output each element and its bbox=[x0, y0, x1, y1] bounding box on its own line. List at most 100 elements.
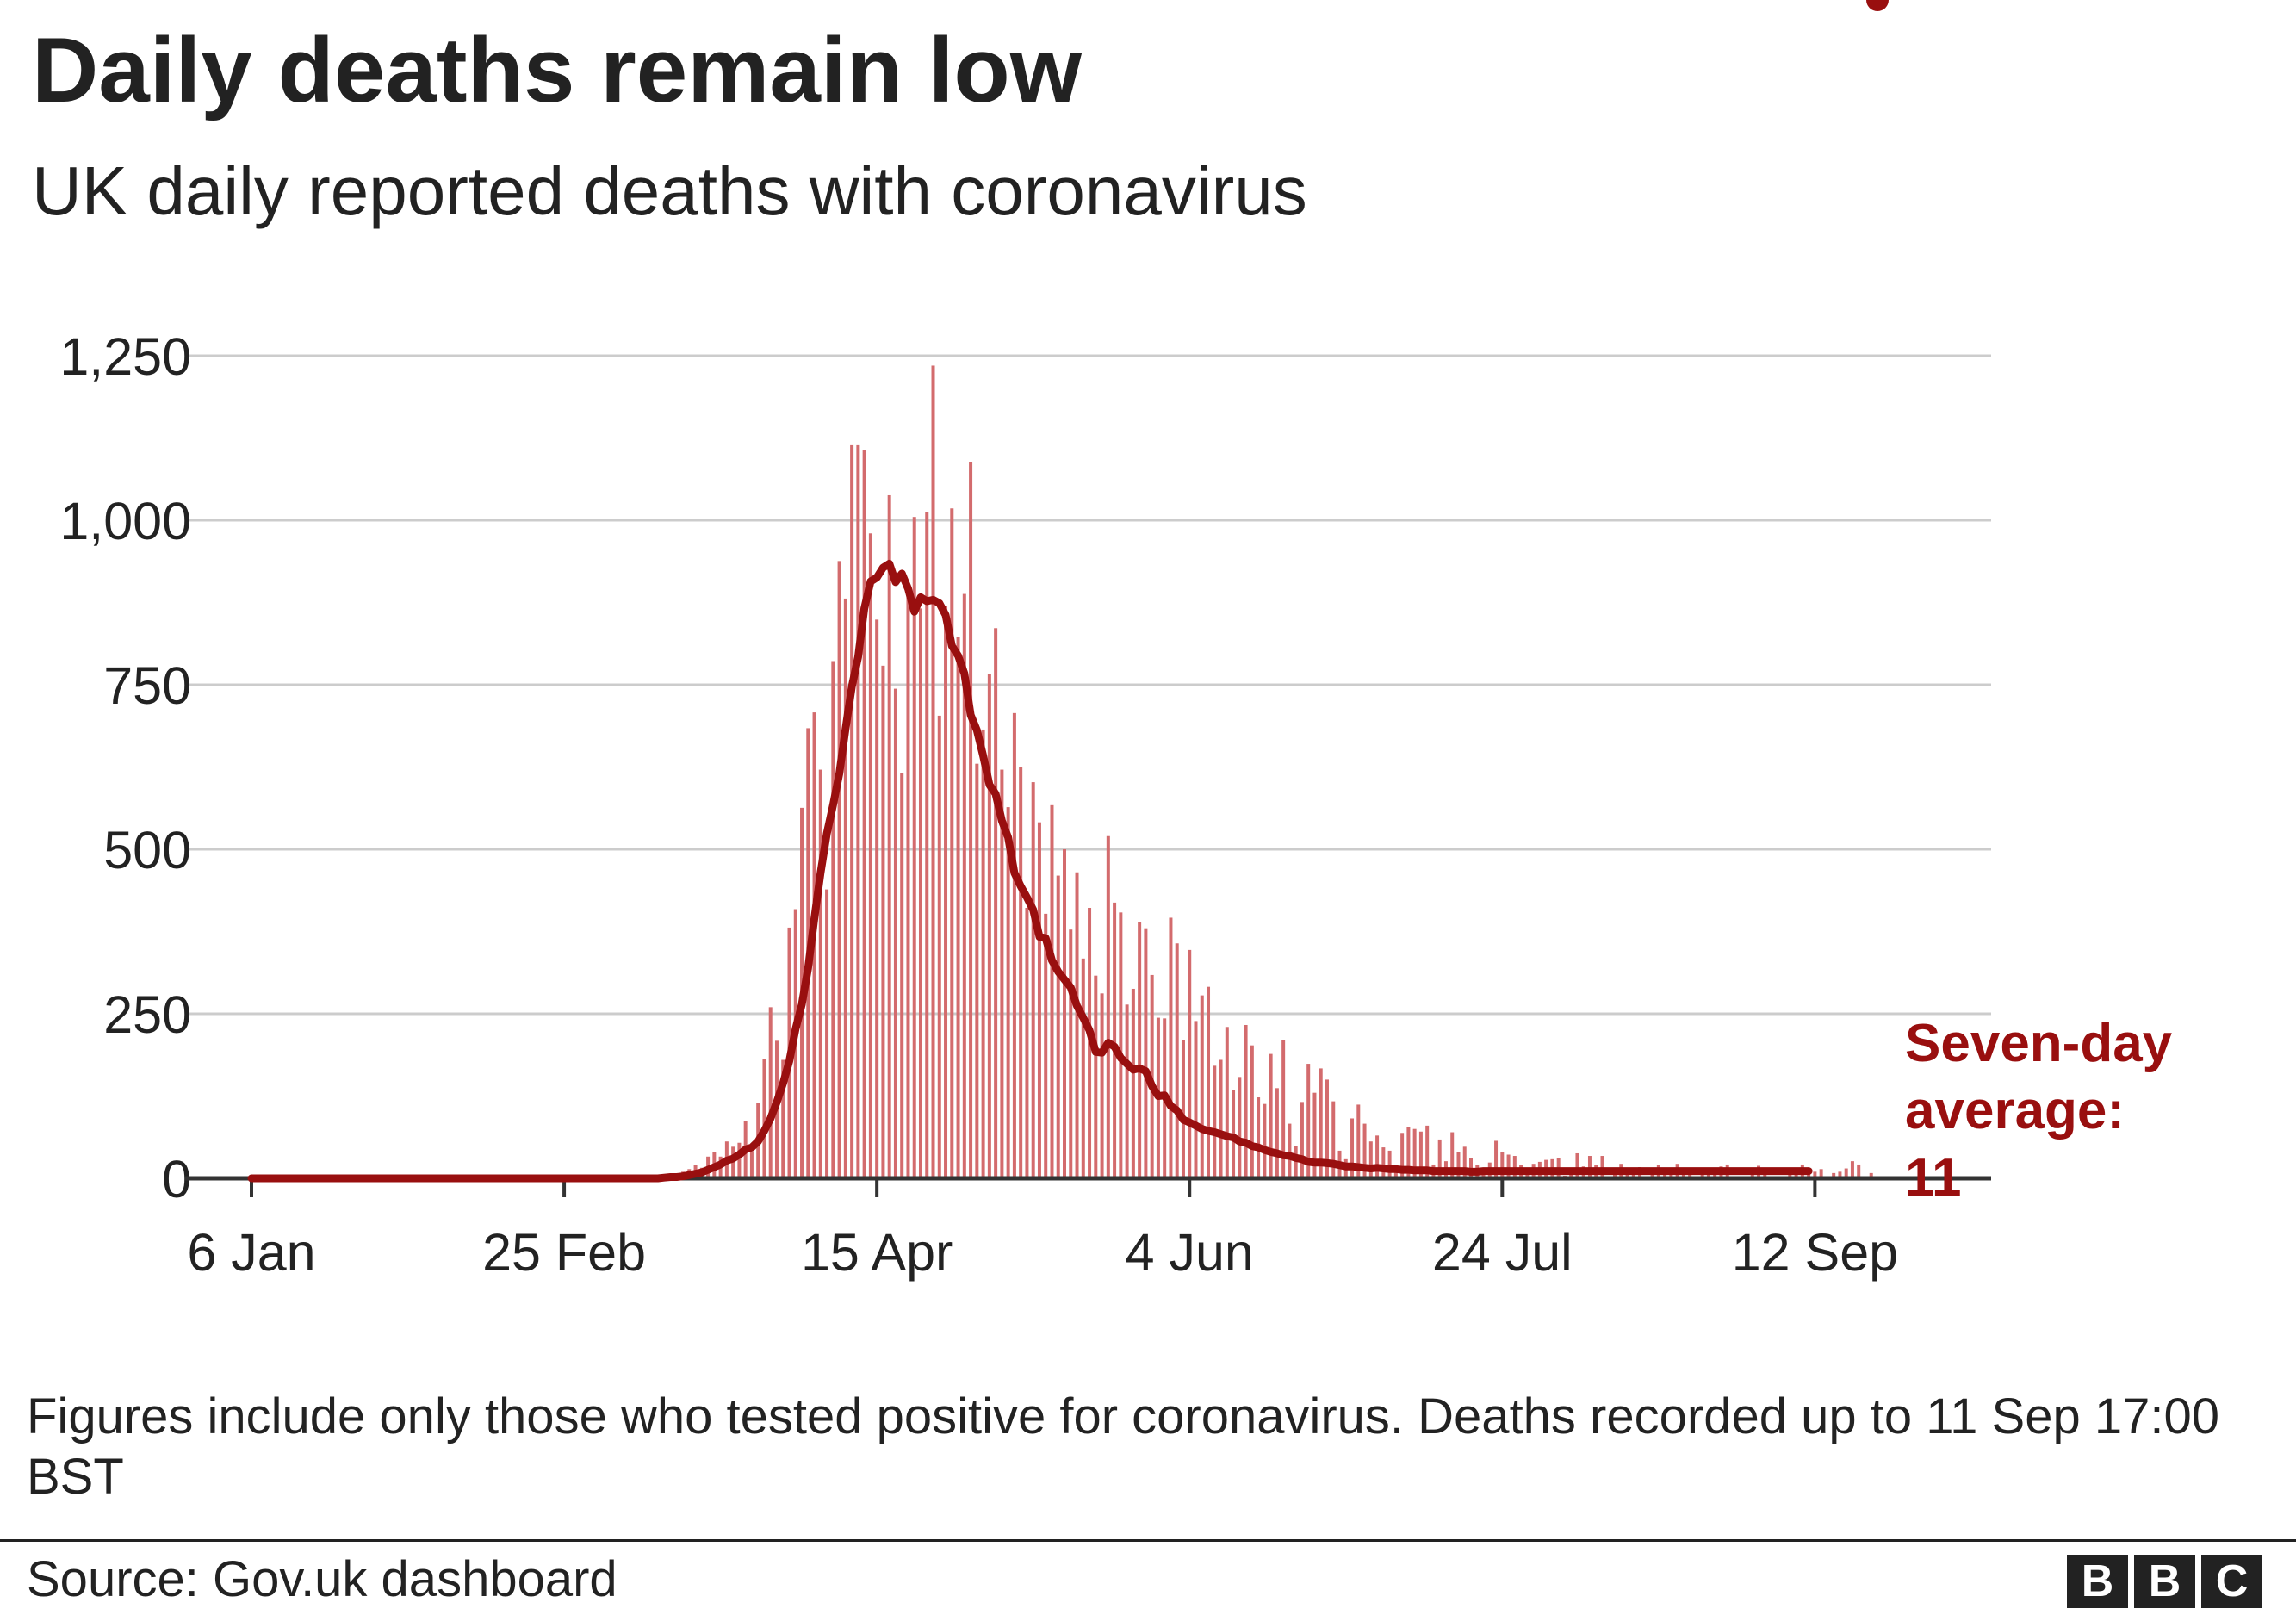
daily-deaths-bar bbox=[1025, 907, 1029, 1178]
daily-death-bars bbox=[649, 365, 1879, 1179]
source-text: Source: Gov.uk dashboard bbox=[27, 1551, 617, 1607]
daily-deaths-bar bbox=[1075, 872, 1079, 1178]
daily-deaths-bar bbox=[956, 637, 960, 1178]
daily-deaths-bar bbox=[1306, 1064, 1311, 1178]
daily-deaths-bar bbox=[950, 508, 954, 1178]
daily-deaths-bar bbox=[887, 494, 891, 1178]
daily-deaths-bar bbox=[1006, 807, 1010, 1178]
daily-deaths-bar bbox=[1288, 1123, 1292, 1178]
daily-deaths-bar bbox=[1275, 1088, 1279, 1178]
daily-deaths-bar bbox=[1819, 1169, 1823, 1178]
page-title: Daily deaths remain low bbox=[32, 18, 1083, 121]
daily-deaths-bar bbox=[850, 444, 854, 1178]
daily-deaths-bar bbox=[1425, 1125, 1430, 1178]
daily-deaths-bar bbox=[1794, 1172, 1798, 1178]
annotation-line-1: Seven-day bbox=[1905, 1014, 2173, 1073]
daily-deaths-bar bbox=[843, 598, 847, 1178]
daily-deaths-bar bbox=[856, 444, 860, 1178]
daily-deaths-bar bbox=[925, 512, 929, 1178]
daily-deaths-bar bbox=[1587, 1156, 1592, 1178]
daily-deaths-bar bbox=[1281, 1040, 1286, 1178]
daily-deaths-bar bbox=[1494, 1140, 1499, 1178]
daily-deaths-bar bbox=[1506, 1154, 1511, 1178]
daily-deaths-bar bbox=[1857, 1164, 1861, 1178]
daily-deaths-bar bbox=[1362, 1123, 1367, 1178]
daily-deaths-bar bbox=[1056, 875, 1060, 1178]
daily-deaths-bar bbox=[1869, 1172, 1873, 1178]
daily-deaths-bar bbox=[975, 763, 979, 1178]
daily-deaths-bar bbox=[1650, 1172, 1654, 1178]
daily-deaths-bar bbox=[912, 517, 916, 1178]
daily-deaths-bar bbox=[1069, 929, 1073, 1178]
daily-deaths-bar bbox=[1569, 1171, 1573, 1178]
y-tick-label: 500 bbox=[103, 821, 191, 879]
daily-deaths-bar bbox=[981, 729, 985, 1178]
y-tick-label: 1,250 bbox=[59, 327, 191, 386]
daily-deaths-bar bbox=[1213, 1065, 1217, 1178]
seven-day-average bbox=[247, 0, 1889, 1183]
daily-deaths-bar bbox=[1113, 902, 1117, 1178]
x-tick-label: 12 Sep bbox=[1732, 1223, 1898, 1282]
daily-deaths-bar bbox=[900, 773, 904, 1178]
daily-deaths-bar bbox=[1512, 1156, 1517, 1178]
x-tick-label: 15 Apr bbox=[801, 1223, 953, 1282]
daily-deaths-bar bbox=[1381, 1147, 1386, 1178]
daily-deaths-bar bbox=[868, 533, 872, 1178]
daily-deaths-bar bbox=[1450, 1132, 1455, 1178]
x-axis-tick-labels: 6 Jan 25 Feb 15 Apr 4 Jun 24 Jul 12 Sep bbox=[187, 1223, 1898, 1282]
bbc-logo-letter: C bbox=[2201, 1555, 2262, 1608]
daily-deaths-bar bbox=[1319, 1068, 1323, 1178]
x-tick-label: 4 Jun bbox=[1126, 1223, 1254, 1282]
daily-deaths-bar bbox=[818, 769, 822, 1178]
daily-deaths-bar bbox=[1807, 1172, 1811, 1178]
daily-deaths-bar bbox=[1019, 767, 1023, 1178]
y-tick-label: 1,000 bbox=[59, 492, 191, 550]
daily-deaths-bar bbox=[1144, 928, 1148, 1178]
daily-deaths-bar bbox=[1094, 975, 1098, 1178]
daily-deaths-bar bbox=[1350, 1118, 1355, 1178]
daily-deaths-bar bbox=[737, 1142, 742, 1178]
annotation-value: 11 bbox=[1905, 1148, 1962, 1208]
daily-deaths-bar bbox=[1418, 1131, 1423, 1178]
daily-deaths-bar bbox=[1462, 1146, 1467, 1178]
x-tick-label: 24 Jul bbox=[1432, 1223, 1573, 1282]
daily-deaths-bar bbox=[1688, 1172, 1692, 1178]
daily-deaths-bar bbox=[1037, 822, 1041, 1178]
daily-deaths-bar bbox=[1387, 1150, 1392, 1178]
seven-day-average-endpoint bbox=[1866, 0, 1889, 11]
daily-deaths-bar bbox=[1138, 922, 1142, 1178]
daily-deaths-bar bbox=[1250, 1045, 1254, 1178]
daily-deaths-bar bbox=[1207, 986, 1211, 1178]
daily-deaths-bar bbox=[1257, 1097, 1261, 1178]
bbc-logo-letter: B bbox=[2067, 1555, 2128, 1608]
daily-deaths-bar bbox=[1244, 1024, 1248, 1178]
daily-deaths-bar bbox=[1356, 1104, 1361, 1178]
daily-deaths-bar bbox=[1406, 1127, 1411, 1178]
daily-deaths-bar bbox=[1437, 1139, 1442, 1178]
daily-deaths-bar bbox=[1368, 1141, 1373, 1178]
x-tick-label: 25 Feb bbox=[482, 1223, 646, 1282]
daily-deaths-bar bbox=[1575, 1152, 1579, 1178]
daily-deaths-bar bbox=[906, 593, 910, 1178]
daily-deaths-bar bbox=[1000, 769, 1004, 1178]
daily-deaths-bar bbox=[1300, 1102, 1304, 1178]
bbc-logo-letter: B bbox=[2134, 1555, 2195, 1608]
daily-deaths-bar bbox=[893, 688, 897, 1178]
daily-deaths-bar bbox=[1194, 1021, 1198, 1178]
daily-deaths-bar bbox=[781, 1059, 785, 1178]
daily-deaths-bar bbox=[1838, 1171, 1842, 1178]
y-tick-label: 250 bbox=[103, 985, 191, 1044]
daily-deaths-bar bbox=[1263, 1103, 1267, 1178]
daily-deaths-bar bbox=[1331, 1101, 1336, 1178]
daily-deaths-bar bbox=[1050, 804, 1054, 1178]
daily-deaths-bar bbox=[1131, 988, 1135, 1178]
page-subtitle: UK daily reported deaths with coronaviru… bbox=[32, 152, 1307, 229]
daily-deaths-bar bbox=[768, 1007, 773, 1178]
daily-deaths-bar bbox=[962, 593, 966, 1178]
daily-deaths-bar bbox=[1844, 1168, 1848, 1178]
daily-deaths-bar bbox=[1713, 1171, 1717, 1178]
daily-deaths-bar bbox=[1200, 995, 1204, 1178]
daily-deaths-bar bbox=[1312, 1092, 1317, 1178]
daily-deaths-bar bbox=[1325, 1079, 1329, 1178]
